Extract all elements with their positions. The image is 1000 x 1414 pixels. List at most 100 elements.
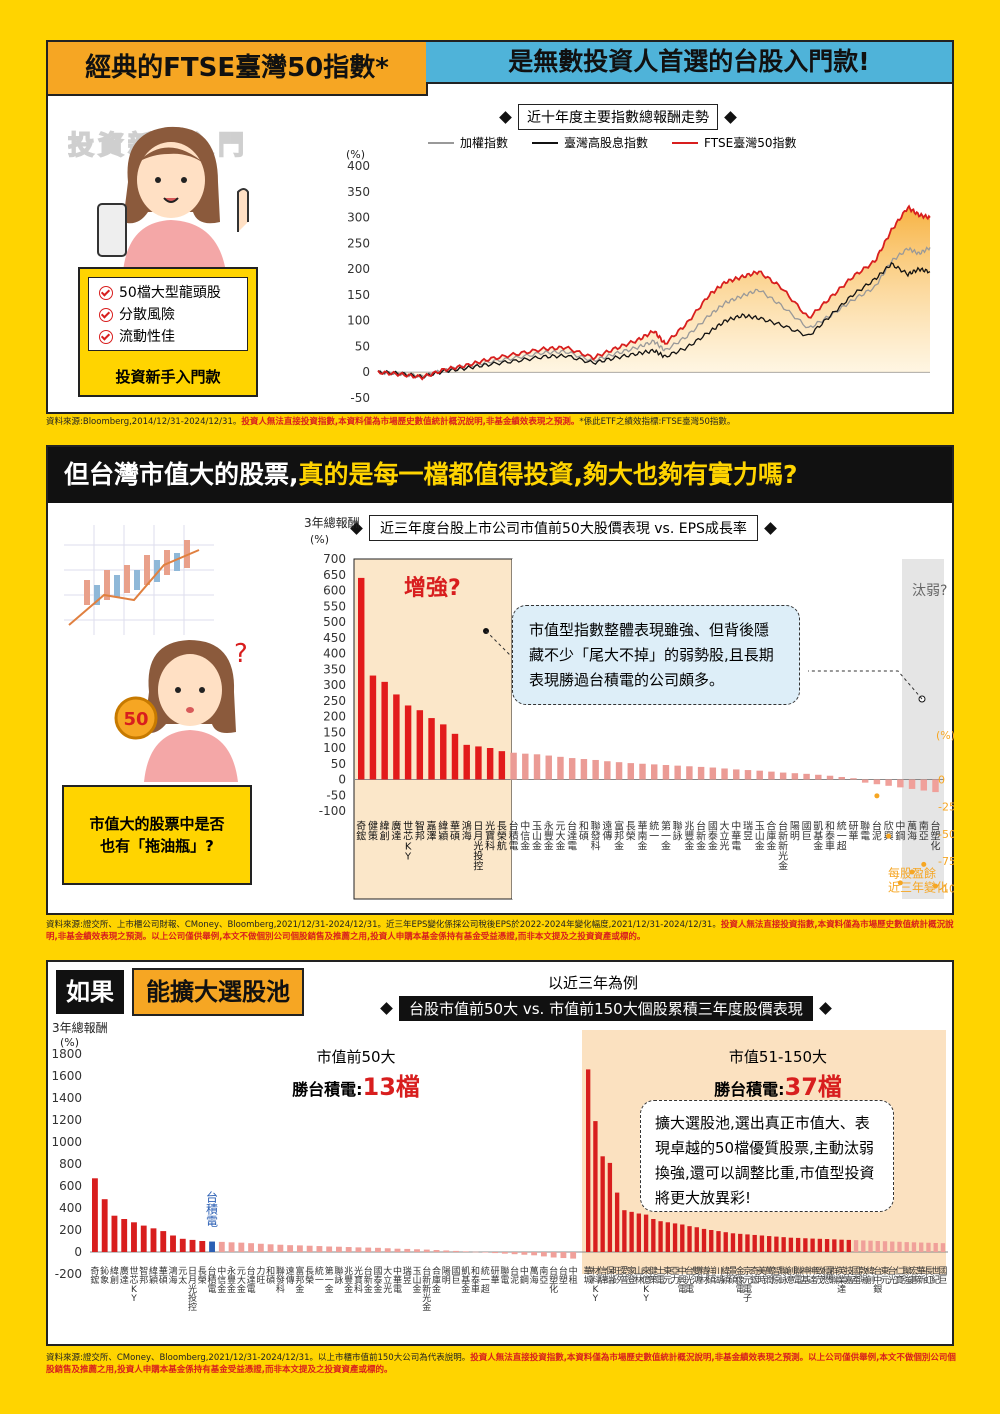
x-tick-label: 祥碩 [707,1265,716,1286]
svg-text:電: 電 [393,1284,402,1295]
svg-text:明: 明 [442,1275,451,1286]
section1-title-right: 是無數投資人首選的台股入門款! [426,42,952,84]
svg-text:金: 金 [544,840,554,853]
x-tick-label: 鴻海 [462,820,472,843]
bar [228,1242,235,1252]
svg-text:欣: 欣 [884,820,894,833]
y-tick-label: 150 [323,725,346,739]
x-tick-label: 家登 [627,1265,636,1286]
y-tick-label: 350 [323,662,346,676]
x-tick-label: 和碩 [266,1266,275,1286]
svg-text:國: 國 [452,1266,461,1277]
svg-text:台: 台 [888,1265,897,1277]
x-tick-label: 緯穎 [438,820,448,843]
svg-text:穎: 穎 [721,1274,730,1286]
x-tick-label: 愛普 [620,1265,629,1286]
bar [697,766,705,780]
bar [521,1252,528,1255]
svg-text:金: 金 [661,840,671,853]
legend-item: 臺灣高股息指數 [532,134,648,151]
svg-text:統: 統 [837,820,847,833]
svg-text:金: 金 [413,1283,422,1295]
bar [651,764,658,780]
bar [897,779,904,788]
svg-text:長: 長 [626,821,636,833]
bar [355,1247,362,1252]
bar [586,1069,591,1252]
x-tick-label: 瑞昱 [403,1265,412,1286]
x-tick-label: 廣達 [120,1265,129,1286]
x-tick-label: 永豐金 [227,1265,236,1295]
x-tick-label: 山林 [634,1266,643,1286]
svg-text:富: 富 [295,1265,304,1277]
x-tick-label: 宏碁 [909,1265,918,1286]
bar [756,770,763,780]
svg-text:亞: 亞 [671,1266,680,1277]
x-tick-label: 台新金 [364,1265,373,1295]
svg-text:榮: 榮 [305,1274,314,1286]
x-tick-label: 台光 [888,1265,897,1286]
bar [885,779,892,786]
x-tick-label: 穩懋 [823,1265,832,1286]
svg-text:南: 南 [539,1265,548,1277]
svg-text:華: 華 [159,1265,168,1277]
svg-text:中: 中 [895,820,905,833]
svg-text:料: 料 [591,1274,600,1286]
y2-tick-label: -100 [938,882,954,895]
svg-text:鴻: 鴻 [462,820,472,833]
svg-text:達: 達 [247,1274,256,1286]
x-tick-label: 大立光 [720,820,730,853]
bar [873,779,881,785]
svg-text:詠: 詠 [673,830,683,843]
x-tick-label: 永豐金 [544,820,554,853]
svg-text:榮: 榮 [626,830,636,843]
bar [694,1227,699,1252]
svg-text:中: 中 [520,820,530,833]
x-tick-label: 聯電 [860,821,870,843]
bar [394,1248,401,1252]
bar [738,1233,743,1252]
svg-text:月: 月 [473,831,483,843]
x-tick-label: 奇鋐 [90,1265,99,1286]
x-tick-label: 聯詠 [673,821,683,843]
svg-text:金: 金 [684,840,694,853]
bar [404,705,412,780]
svg-text:長: 長 [198,1266,207,1277]
bar [875,1241,880,1252]
svg-text:強: 強 [902,1274,911,1286]
bar [643,1214,649,1252]
svg-text:華: 華 [584,1265,593,1277]
legend-swatch [428,141,454,144]
bar [92,1178,98,1252]
bar [932,779,939,793]
svg-text:奇: 奇 [356,820,366,833]
svg-text:統: 統 [649,820,659,833]
svg-text:遠: 遠 [602,820,612,833]
bar [838,776,845,780]
y-tick-label: 250 [323,694,346,708]
svg-text:航: 航 [497,840,507,853]
bar [381,681,388,780]
bar [940,1243,946,1252]
svg-text:大: 大 [237,1274,246,1286]
x-tick-label: 群聯 [830,1265,839,1286]
svg-text:投: 投 [473,850,483,863]
svg-text:光: 光 [685,1274,694,1286]
svg-text:長: 長 [497,821,507,833]
x-tick-label: 精材 [700,1265,709,1286]
bar [607,1162,613,1252]
svg-text:庫: 庫 [432,1274,441,1286]
x-tick-label: 元太 [178,1267,187,1286]
svg-text:雙: 雙 [692,1265,701,1277]
svg-text:神: 神 [801,1265,810,1277]
svg-text:光: 光 [422,1292,431,1304]
svg-text:祥: 祥 [707,1265,716,1277]
svg-text:山: 山 [532,831,542,843]
bar [803,1238,808,1252]
y-axis-unit: (%) [346,148,365,161]
svg-text:驊: 驊 [598,1274,607,1286]
bar [531,1252,538,1256]
bar [730,1233,736,1252]
svg-text:億: 億 [642,1274,651,1286]
